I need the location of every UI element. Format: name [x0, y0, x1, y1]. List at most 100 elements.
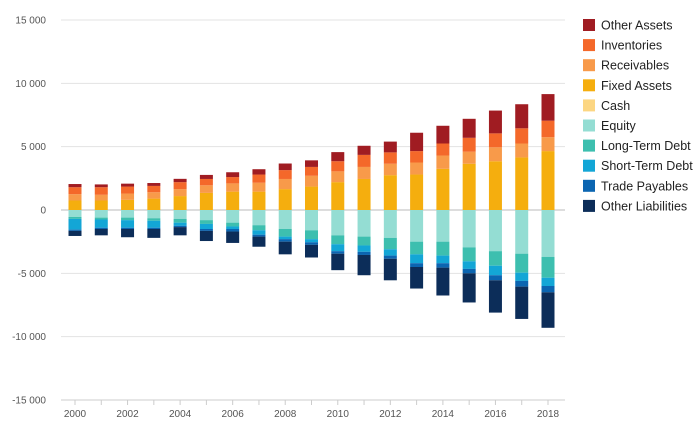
bar-fixed-assets — [305, 186, 318, 210]
bar-trade-payables — [515, 280, 529, 287]
bar-inventories — [121, 186, 135, 194]
bar-inventories — [410, 151, 424, 163]
bar-other-assets — [199, 174, 213, 179]
bar-long-term-debt — [68, 216, 82, 219]
bar-receivables — [252, 182, 266, 192]
x-tick-label: 2006 — [222, 409, 245, 420]
bar-inventories — [305, 166, 318, 176]
bar-trade-payables — [68, 229, 82, 231]
bar-equity — [541, 210, 555, 257]
x-tick-label: 2012 — [379, 409, 402, 420]
bar-receivables — [173, 189, 187, 197]
bar-other-assets — [331, 152, 345, 162]
bar-inventories — [488, 133, 502, 148]
bar-fixed-assets — [515, 157, 529, 210]
legend-label-other-liabilities: Other Liabilities — [601, 199, 687, 213]
bar-receivables — [121, 193, 135, 200]
bar-inventories — [331, 161, 345, 172]
bar-long-term-debt — [515, 253, 529, 273]
bar-inventories — [173, 182, 187, 190]
bar-receivables — [541, 137, 555, 152]
x-tick-label: 2010 — [327, 409, 350, 420]
legend-swatch-receivables — [583, 59, 595, 72]
legend-label-receivables: Receivables — [601, 59, 669, 73]
bar-trade-payables — [436, 263, 450, 268]
bar-trade-payables — [488, 275, 502, 281]
legend-swatch-other-assets — [583, 19, 595, 31]
bar-short-term-debt — [410, 254, 424, 264]
x-tick-label: 2018 — [537, 409, 560, 420]
bar-other-liabilities — [252, 236, 266, 247]
bar-other-liabilities — [541, 292, 555, 328]
bar-equity — [305, 210, 318, 231]
bar-short-term-debt — [541, 277, 555, 286]
bar-other-assets — [305, 160, 318, 167]
bar-fixed-assets — [331, 182, 345, 210]
bar-inventories — [278, 170, 292, 179]
bar-trade-payables — [410, 263, 424, 267]
bar-equity — [462, 210, 476, 248]
bar-receivables — [515, 143, 529, 158]
bar-equity — [488, 210, 502, 252]
bar-trade-payables — [541, 286, 555, 293]
bar-long-term-debt — [226, 222, 240, 227]
x-tick-label: 2000 — [64, 409, 87, 420]
bar-short-term-debt — [94, 219, 108, 228]
bar-receivables — [305, 175, 318, 187]
bar-long-term-debt — [173, 218, 187, 223]
bar-receivables — [331, 171, 345, 183]
bar-short-term-debt — [68, 218, 82, 230]
legend-label-trade-payables: Trade Payables — [601, 179, 688, 193]
bar-receivables — [436, 155, 450, 169]
bar-fixed-assets — [383, 175, 397, 210]
bar-trade-payables — [357, 251, 371, 255]
bar-short-term-debt — [383, 249, 397, 256]
legend-label-fixed-assets: Fixed Assets — [601, 79, 672, 93]
bar-other-liabilities — [121, 229, 135, 238]
bar-fixed-assets — [68, 200, 82, 210]
bar-short-term-debt — [436, 255, 450, 264]
legend-swatch-fixed-assets — [583, 79, 595, 92]
bar-long-term-debt — [278, 229, 292, 237]
bar-other-assets — [252, 169, 266, 175]
bar-receivables — [357, 166, 371, 179]
bar-fixed-assets — [173, 196, 187, 210]
bar-other-assets — [147, 183, 161, 186]
axis-layer: 15 000 10 000 5 000 0 -5 000 -10 000 -15 000 20… — [12, 16, 565, 420]
bar-inventories — [436, 143, 450, 156]
bar-trade-payables — [199, 229, 213, 231]
bar-long-term-debt — [383, 237, 397, 250]
bar-equity — [515, 210, 529, 254]
bar-trade-payables — [94, 227, 108, 229]
bar-inventories — [68, 187, 82, 195]
bar-other-liabilities — [515, 286, 529, 319]
bar-trade-payables — [147, 227, 161, 229]
bar-inventories — [94, 187, 108, 195]
y-tick-label: -15 000 — [12, 396, 46, 407]
bar-equity — [199, 210, 213, 221]
bar-other-liabilities — [462, 273, 476, 303]
bar-equity — [357, 210, 371, 237]
bar-equity — [410, 210, 424, 242]
bar-other-liabilities — [331, 253, 345, 271]
legend-swatch-inventories — [583, 39, 595, 52]
bar-other-liabilities — [226, 231, 240, 243]
bar-inventories — [462, 137, 476, 152]
bar-other-assets — [410, 132, 424, 152]
bar-equity — [94, 210, 108, 218]
legend-label-cash: Cash — [601, 99, 630, 113]
x-tick-label: 2016 — [484, 409, 507, 420]
bar-short-term-debt — [252, 230, 266, 235]
bar-equity — [436, 210, 450, 242]
bar-other-assets — [68, 184, 82, 188]
bar-equity — [383, 210, 397, 238]
bar-other-liabilities — [436, 267, 450, 296]
legend-label-short-term-debt: Short-Term Debt — [601, 159, 693, 173]
bar-trade-payables — [226, 229, 240, 232]
bar-other-liabilities — [94, 229, 108, 236]
bar-receivables — [410, 162, 424, 175]
y-tick-label: 0 — [40, 206, 46, 217]
bar-receivables — [226, 183, 240, 192]
bar-fixed-assets — [410, 174, 424, 210]
legend-label-long-term-debt: Long-Term Debt — [601, 139, 691, 153]
